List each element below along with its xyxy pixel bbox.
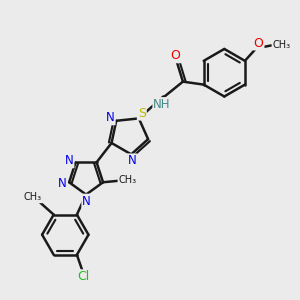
Text: CH₃: CH₃ <box>24 192 42 203</box>
Text: N: N <box>128 154 136 167</box>
Text: Cl: Cl <box>78 270 90 283</box>
Text: NH: NH <box>153 98 171 111</box>
Text: N: N <box>82 195 91 208</box>
Text: N: N <box>58 177 67 190</box>
Text: N: N <box>65 154 74 167</box>
Text: S: S <box>138 106 146 120</box>
Text: O: O <box>254 37 263 50</box>
Text: CH₃: CH₃ <box>272 40 290 50</box>
Text: CH₃: CH₃ <box>118 175 136 185</box>
Text: O: O <box>170 49 180 62</box>
Text: N: N <box>106 111 115 124</box>
